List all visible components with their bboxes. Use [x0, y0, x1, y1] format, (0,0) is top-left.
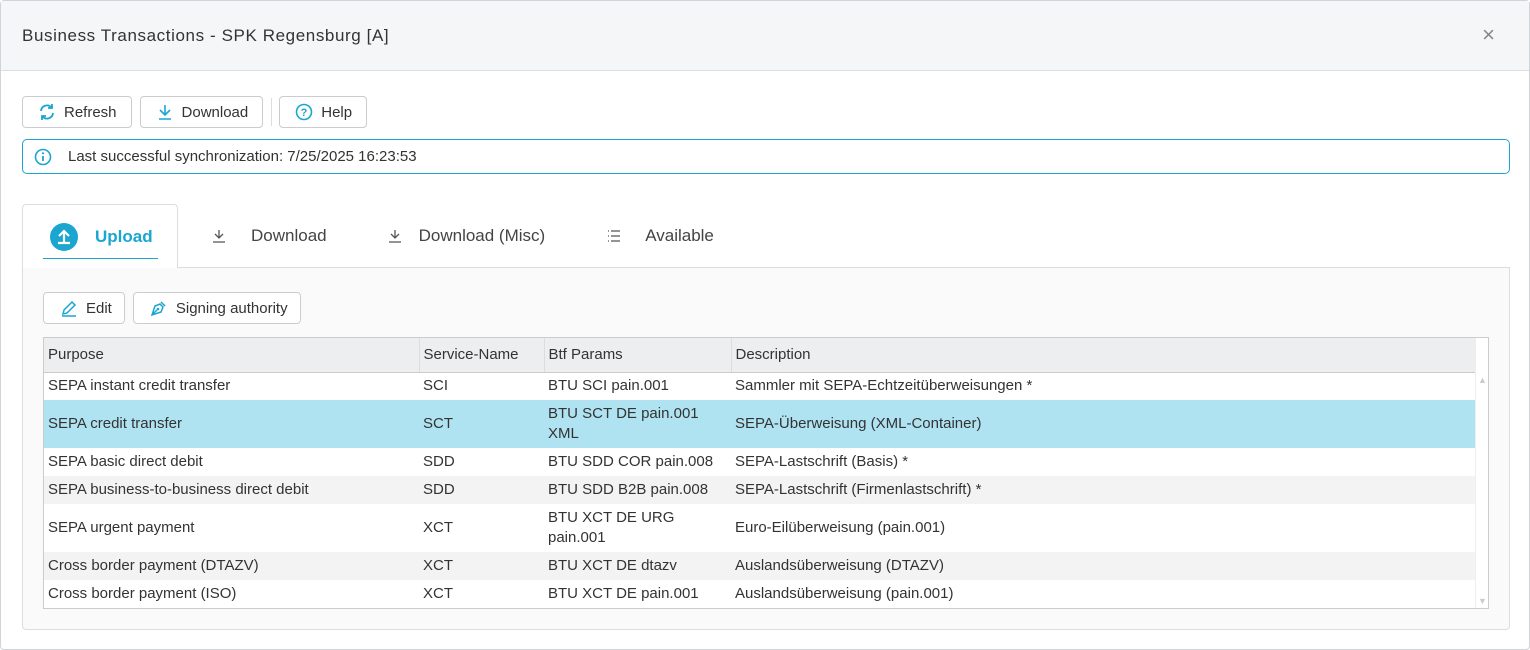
cell-description: SEPA-Überweisung (XML-Container) — [731, 400, 1476, 448]
cell-service-name: XCT — [423, 585, 453, 602]
cell-service-name: SDD — [423, 453, 455, 470]
help-label: Help — [321, 103, 353, 121]
table-row[interactable]: SEPA instant credit transfer SCI BTU SCI p… — [44, 372, 1476, 400]
tab-download-misc-label: Download (Misc) — [418, 226, 546, 245]
refresh-label: Refresh — [64, 103, 117, 121]
dialog-title: Business Transactions - SPK Regensburg [… — [22, 25, 390, 45]
download-icon — [158, 105, 171, 120]
transactions-table: Purpose Service-Name Btf Params Descript… — [43, 337, 1489, 609]
table-header: Purpose Service-Name Btf Params Descript… — [44, 338, 1476, 373]
table-row[interactable]: Cross border payment (DTAZV) XCT BTU XCT D… — [44, 552, 1476, 580]
action-bar: Edit Signing authority — [43, 292, 309, 324]
cell-btf-params: BTU SCI pain.001 — [548, 377, 669, 395]
upload-panel: Edit Signing authority Purpose Service-N… — [22, 267, 1510, 630]
cell-service-name: XCT — [423, 519, 453, 536]
cell-purpose: SEPA instant credit transfer — [48, 377, 231, 395]
signing-authority-button[interactable]: Signing authority — [132, 292, 301, 324]
cell-btf-params: BTU SCT DE pain.001 XML — [544, 400, 731, 448]
cell-service-name: SDD — [419, 476, 544, 504]
tab-download-misc[interactable]: Download (Misc) — [327, 204, 546, 268]
info-icon — [34, 148, 52, 165]
tab-available[interactable]: Available — [545, 204, 714, 268]
cell-purpose: SEPA urgent payment — [48, 519, 195, 536]
column-header-service-name[interactable]: Service-Name — [419, 338, 545, 373]
scroll-down-icon[interactable]: ▼ — [1478, 596, 1487, 606]
toolbar-divider — [271, 98, 273, 126]
download-label: Download — [181, 103, 249, 121]
column-header-description[interactable]: Description — [731, 338, 1476, 373]
cell-description: Auslandsüberweisung (DTAZV) — [731, 552, 1476, 580]
scroll-up-icon[interactable]: ▲ — [1478, 375, 1487, 385]
svg-text:?: ? — [301, 107, 308, 119]
cell-btf-params: BTU XCT DE dtazv — [544, 552, 731, 580]
cell-purpose: Cross border payment (DTAZV) — [44, 552, 419, 580]
pen-nib-icon — [150, 301, 166, 317]
cell-btf-params: BTU SDD COR pain.008 — [548, 453, 714, 470]
cell-description: Euro-Eilüberweisung (pain.001) — [735, 519, 946, 536]
sync-info-text: Last successful synchronization: 7/25/20… — [68, 148, 417, 165]
cell-description: Sammler mit SEPA-Echtzeitüberweisungen * — [735, 377, 1033, 395]
cell-service-name: SCT — [419, 400, 544, 448]
table-row[interactable]: SEPA basic direct debit SDD BTU SDD COR pa… — [44, 448, 1476, 476]
download-icon — [388, 230, 401, 243]
cell-btf-params: BTU XCT DE URG pain.001 — [548, 509, 675, 546]
tab-bar: Upload Download Download (Misc) Availabl… — [22, 204, 714, 268]
column-header-btf-params[interactable]: Btf Params — [544, 338, 732, 373]
help-icon: ? — [295, 103, 313, 121]
column-header-purpose[interactable]: Purpose — [44, 338, 420, 373]
close-icon[interactable]: × — [1482, 22, 1495, 47]
refresh-icon — [40, 104, 54, 120]
tab-upload-label: Upload — [95, 226, 153, 246]
table-row[interactable]: SEPA credit transfer SCT BTU SCT DE pain.0… — [44, 400, 1476, 448]
cell-service-name: SCI — [423, 377, 449, 395]
vertical-scrollbar[interactable]: ▲ ▼ — [1475, 338, 1488, 608]
tab-available-label: Available — [645, 226, 714, 245]
tab-download[interactable]: Download — [178, 204, 327, 268]
toolbar: Refresh Download ? Help — [22, 96, 375, 128]
refresh-button[interactable]: Refresh — [22, 96, 132, 128]
edit-label: Edit — [86, 299, 112, 317]
cell-description: SEPA-Lastschrift (Firmenlastschrift) * — [731, 476, 1476, 504]
table-row[interactable]: Cross border payment (ISO) XCT BTU XCT DE … — [44, 580, 1476, 608]
pencil-icon — [61, 300, 77, 317]
cell-btf-params: BTU XCT DE pain.001 — [548, 585, 699, 602]
cell-btf-params: BTU SDD B2B pain.008 — [544, 476, 731, 504]
cell-service-name: XCT — [419, 552, 544, 580]
dialog-header: Business Transactions - SPK Regensburg [… — [1, 1, 1529, 71]
tab-upload[interactable]: Upload — [22, 204, 178, 268]
cell-purpose: SEPA basic direct debit — [48, 453, 203, 470]
list-icon — [608, 230, 621, 242]
cell-purpose: SEPA business-to-business direct debit — [44, 476, 419, 504]
cell-purpose: SEPA credit transfer — [44, 400, 419, 448]
tab-download-label: Download — [251, 226, 327, 245]
upload-icon — [50, 222, 78, 251]
table-row[interactable]: SEPA business-to-business direct debit SD… — [44, 476, 1476, 504]
edit-button[interactable]: Edit — [43, 292, 125, 324]
download-button[interactable]: Download — [139, 96, 264, 128]
table-row[interactable]: SEPA urgent payment XCT BTU XCT DE URG pai… — [44, 504, 1476, 552]
cell-description: SEPA-Lastschrift (Basis) * — [735, 453, 909, 470]
cell-purpose: Cross border payment (ISO) — [48, 585, 237, 602]
signing-authority-label: Signing authority — [175, 299, 288, 317]
download-icon — [213, 230, 225, 243]
sync-info-banner: Last successful synchronization: 7/25/20… — [22, 139, 1510, 174]
help-button[interactable]: ? Help — [279, 96, 368, 128]
cell-description: Auslandsüberweisung (pain.001) — [735, 585, 954, 602]
